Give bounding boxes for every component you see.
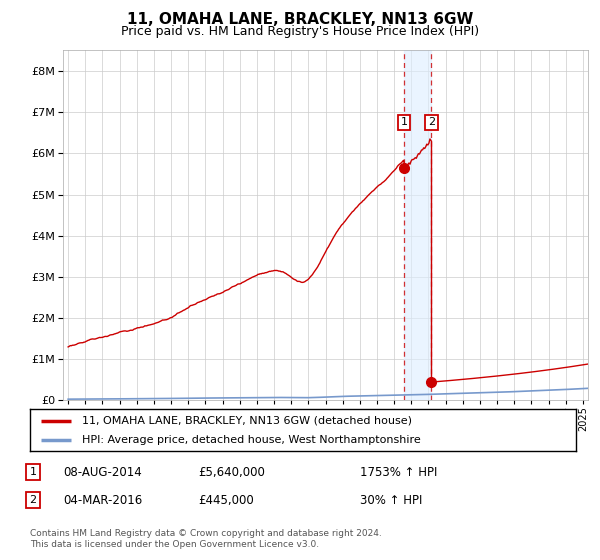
Text: 1: 1 (401, 118, 407, 128)
Text: Price paid vs. HM Land Registry's House Price Index (HPI): Price paid vs. HM Land Registry's House … (121, 25, 479, 38)
Text: Contains HM Land Registry data © Crown copyright and database right 2024.
This d: Contains HM Land Registry data © Crown c… (30, 529, 382, 549)
Text: 11, OMAHA LANE, BRACKLEY, NN13 6GW (detached house): 11, OMAHA LANE, BRACKLEY, NN13 6GW (deta… (82, 416, 412, 426)
Text: £5,640,000: £5,640,000 (198, 465, 265, 479)
Text: 11, OMAHA LANE, BRACKLEY, NN13 6GW: 11, OMAHA LANE, BRACKLEY, NN13 6GW (127, 12, 473, 27)
Text: 1753% ↑ HPI: 1753% ↑ HPI (360, 465, 437, 479)
Text: £445,000: £445,000 (198, 493, 254, 507)
Text: 08-AUG-2014: 08-AUG-2014 (63, 465, 142, 479)
Text: 2: 2 (29, 495, 37, 505)
Text: 1: 1 (29, 467, 37, 477)
Text: 2: 2 (428, 118, 435, 128)
Bar (404, 50, 431, 400)
Text: HPI: Average price, detached house, West Northamptonshire: HPI: Average price, detached house, West… (82, 435, 421, 445)
Text: 04-MAR-2016: 04-MAR-2016 (63, 493, 142, 507)
Text: 30% ↑ HPI: 30% ↑ HPI (360, 493, 422, 507)
